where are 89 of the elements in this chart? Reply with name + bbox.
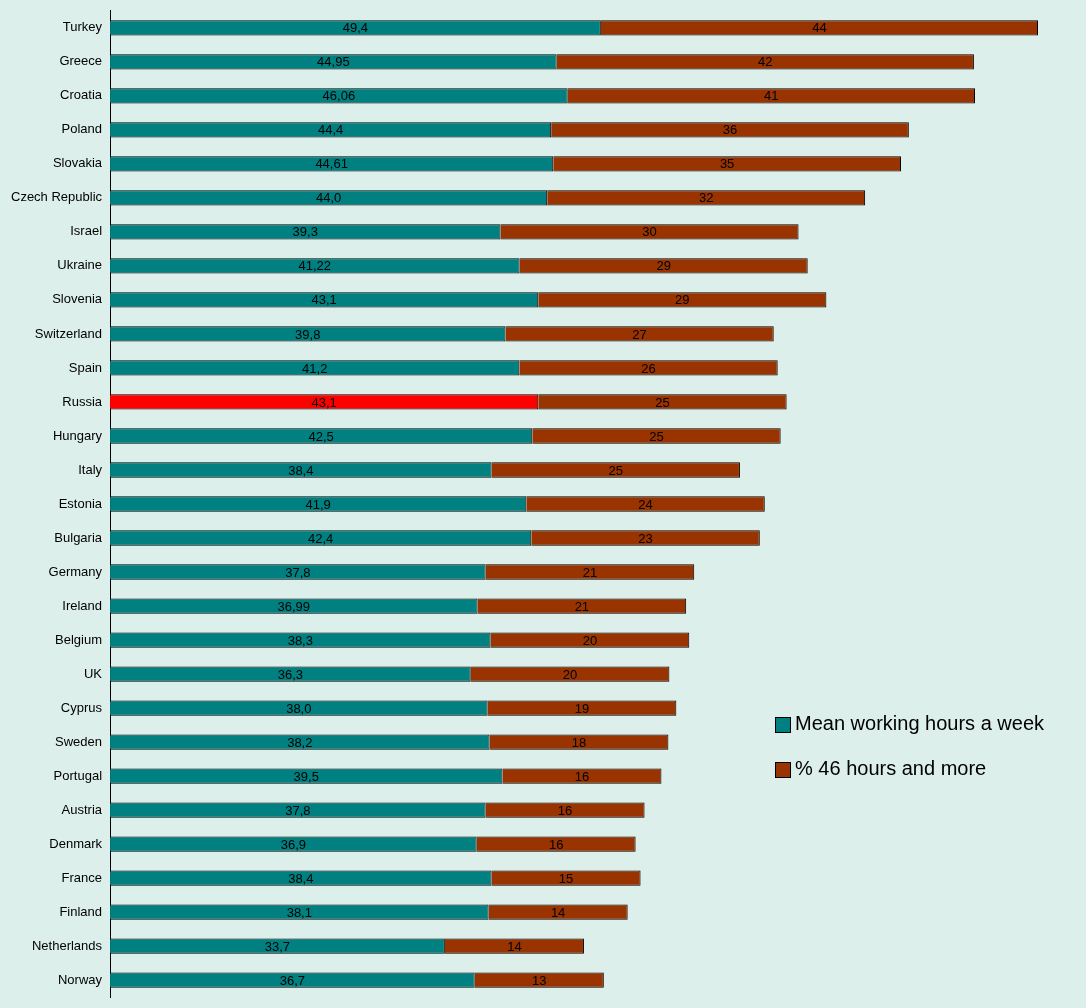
data-label: 16 xyxy=(548,836,564,852)
data-label: 46,06 xyxy=(322,88,356,104)
data-label: 42,5 xyxy=(308,428,334,444)
data-label: 27 xyxy=(632,326,647,342)
data-label: 41,2 xyxy=(302,360,328,376)
y-tick-label: Finland xyxy=(59,903,103,919)
data-label: 23 xyxy=(638,530,653,546)
y-tick-label: Slovenia xyxy=(52,291,103,307)
y-tick-label: UK xyxy=(83,665,103,681)
y-tick-label: Italy xyxy=(78,461,103,477)
data-label: 16 xyxy=(557,802,573,818)
data-label: 43,1 xyxy=(311,394,337,410)
y-tick-label: Portugal xyxy=(53,767,103,783)
data-label: 19 xyxy=(574,700,590,716)
y-tick-label: Ukraine xyxy=(57,257,103,273)
data-label: 38,0 xyxy=(286,700,312,716)
y-tick-label: Denmark xyxy=(49,835,103,851)
data-label: 14 xyxy=(507,938,522,954)
y-tick-label: France xyxy=(61,869,103,885)
data-label: 32 xyxy=(698,190,714,206)
y-tick-label: Greece xyxy=(59,53,103,69)
data-label: 39,3 xyxy=(292,224,318,240)
y-tick-label: Sweden xyxy=(55,733,103,749)
y-tick-label: Estonia xyxy=(58,495,103,511)
data-label: 44,0 xyxy=(315,190,342,206)
legend-label: Mean working hours a week xyxy=(795,712,1045,735)
data-label: 15 xyxy=(558,870,574,886)
data-label: 29 xyxy=(656,258,671,274)
data-label: 25 xyxy=(649,428,664,444)
y-tick-label: Netherlands xyxy=(31,937,103,953)
data-label: 44 xyxy=(812,20,827,36)
data-label: 36 xyxy=(722,122,738,138)
y-tick-label: Ireland xyxy=(62,597,103,613)
data-label: 38,1 xyxy=(286,904,312,920)
data-label: 14 xyxy=(550,904,566,920)
data-label: 33,7 xyxy=(264,938,291,954)
data-label: 21 xyxy=(582,564,598,580)
data-label: 38,2 xyxy=(287,734,313,750)
data-label: 41 xyxy=(764,88,779,104)
data-label: 49,4 xyxy=(342,20,369,36)
data-label: 44,95 xyxy=(317,54,350,70)
y-tick-label: Israel xyxy=(70,223,103,239)
y-tick-label: Spain xyxy=(68,359,103,375)
y-tick-label: Hungary xyxy=(52,427,103,443)
data-label: 30 xyxy=(642,224,657,240)
data-label: 39,5 xyxy=(293,768,319,784)
data-label: 36,99 xyxy=(277,598,311,614)
data-label: 21 xyxy=(574,598,590,614)
y-tick-label: Norway xyxy=(57,971,103,987)
data-label: 38,4 xyxy=(288,462,314,478)
legend-label: % 46 hours and more xyxy=(795,757,987,780)
data-label: 36,9 xyxy=(280,836,307,852)
data-label: 18 xyxy=(571,734,587,750)
data-label: 35 xyxy=(719,156,735,172)
data-label: 26 xyxy=(641,360,656,376)
data-label: 29 xyxy=(675,292,690,308)
y-tick-label: Poland xyxy=(61,121,103,137)
data-label: 20 xyxy=(562,666,578,682)
data-label: 24 xyxy=(638,496,653,512)
y-tick-label: Russia xyxy=(62,393,103,409)
data-label: 36,3 xyxy=(277,666,304,682)
data-label: 42 xyxy=(758,54,773,70)
data-label: 38,4 xyxy=(288,870,314,886)
data-label: 43,1 xyxy=(311,292,337,308)
y-tick-label: Cyprus xyxy=(60,699,103,715)
data-label: 37,8 xyxy=(285,802,311,818)
y-tick-label: Slovakia xyxy=(52,155,103,171)
data-label: 25 xyxy=(655,394,670,410)
data-label: 20 xyxy=(582,632,598,648)
y-tick-label: Bulgaria xyxy=(54,529,103,545)
y-tick-label: Belgium xyxy=(55,631,103,647)
data-label: 16 xyxy=(574,768,590,784)
data-label: 25 xyxy=(608,462,623,478)
data-label: 44,4 xyxy=(317,122,344,138)
y-tick-label: Czech Republic xyxy=(11,189,103,205)
y-tick-label: Switzerland xyxy=(34,325,103,341)
data-label: 44,61 xyxy=(315,156,348,172)
data-label: 38,3 xyxy=(287,632,313,648)
y-tick-label: Germany xyxy=(48,563,103,579)
data-label: 39,8 xyxy=(295,326,321,342)
data-label: 41,9 xyxy=(305,496,331,512)
y-tick-label: Austria xyxy=(61,801,103,817)
data-label: 41,22 xyxy=(298,258,332,274)
y-tick-label: Croatia xyxy=(60,87,103,103)
data-label: 42,4 xyxy=(308,530,334,546)
data-label: 36,7 xyxy=(279,972,306,988)
data-label: 37,8 xyxy=(285,564,311,580)
y-tick-label: Turkey xyxy=(62,19,103,35)
data-label: 13 xyxy=(532,972,547,988)
